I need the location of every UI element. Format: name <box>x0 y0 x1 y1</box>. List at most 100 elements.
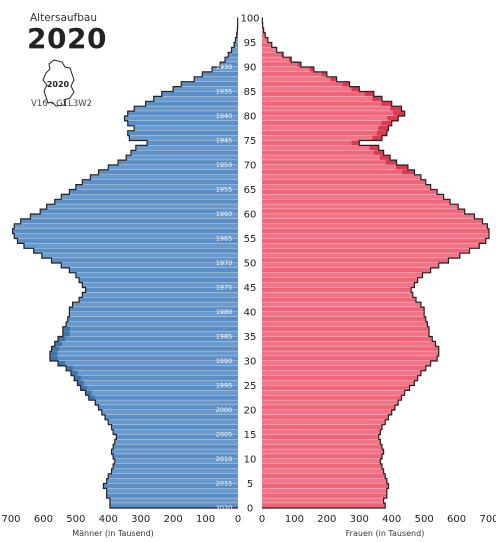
male-bar-age-30 <box>49 356 238 361</box>
female-bar-age-28 <box>262 365 426 371</box>
male-bar-age-29 <box>58 361 239 366</box>
female-bar-age-55 <box>262 233 489 239</box>
female-bar-age-39 <box>262 312 425 317</box>
female-bar-age-5 <box>262 478 387 484</box>
male-dark-age-32 <box>51 346 59 351</box>
germany-map-icon: 2020 <box>42 59 75 107</box>
male-bar-age-24 <box>80 385 238 391</box>
female-outline <box>261 17 490 509</box>
male-bar-age-73 <box>135 145 238 150</box>
male-bar-age-34 <box>58 336 239 342</box>
female-dark-age-75 <box>372 135 382 141</box>
birth-year-labels: 2020 2015 2010 2005 2000 1995 1990 1985 1980 1975… <box>216 63 233 512</box>
female-bar-age-52 <box>262 248 470 253</box>
chart-subtitle: Altersaufbau <box>30 12 98 24</box>
female-bar-age-47 <box>262 272 423 278</box>
birth-year-1990: 1990 <box>216 357 233 365</box>
female-bar-age-77 <box>262 125 389 131</box>
male-bar-age-41 <box>72 302 238 307</box>
chart-year-title: 2020 <box>27 22 107 55</box>
female-bar-age-6 <box>262 473 386 479</box>
female-bar-age-54 <box>262 238 486 244</box>
male-bar-age-32 <box>51 346 239 351</box>
birth-year-2000: 2000 <box>216 406 233 414</box>
female-bar-age-43 <box>262 292 413 297</box>
female-bar-age-60 <box>262 209 465 214</box>
female-bar-age-14 <box>262 434 379 440</box>
outline-group <box>12 17 490 509</box>
male-x-tick-300: 300 <box>131 514 150 525</box>
male-bar-age-23 <box>85 390 238 395</box>
female-dark-age-85 <box>351 86 360 92</box>
female-bar-age-87 <box>262 76 337 82</box>
male-bar-age-1 <box>109 498 239 503</box>
female-bar-age-57 <box>262 223 488 229</box>
male-dark-age-22 <box>88 395 95 400</box>
female-bar-age-69 <box>262 165 408 170</box>
female-bar-age-66 <box>262 179 426 185</box>
male-bar-age-68 <box>98 169 238 175</box>
male-dark-age-27 <box>70 370 78 376</box>
male-bar-age-93 <box>231 47 238 52</box>
male-bar-age-53 <box>23 243 238 248</box>
male-x-tick-200: 200 <box>164 514 183 525</box>
female-bar-age-46 <box>262 277 418 283</box>
male-bar-age-75 <box>129 135 238 141</box>
birth-year-1930: 1930 <box>216 63 233 71</box>
male-bar-age-33 <box>54 341 239 346</box>
male-dark-age-26 <box>74 375 81 381</box>
male-bar-age-55 <box>14 233 238 239</box>
male-bar-age-12 <box>113 444 238 449</box>
male-bar-age-86 <box>181 81 238 87</box>
female-bar-age-96 <box>262 32 266 38</box>
birth-year-1935: 1935 <box>216 88 233 96</box>
female-bar-age-8 <box>262 463 382 469</box>
male-dark-age-31 <box>49 351 58 356</box>
male-bar-age-6 <box>108 473 239 479</box>
male-bar-age-40 <box>69 307 238 312</box>
female-bar-age-4 <box>262 483 389 489</box>
female-bar-age-72 <box>262 150 384 155</box>
male-bar-age-8 <box>113 463 238 469</box>
birth-year-1955: 1955 <box>216 186 233 194</box>
male-bar-age-2 <box>106 493 239 498</box>
birth-year-2015: 2015 <box>216 480 233 488</box>
age-tick-55: 55 <box>244 234 257 245</box>
female-dark-age-71 <box>379 155 391 160</box>
birth-year-1950: 1950 <box>216 161 233 169</box>
female-x-tick-0: 0 <box>259 514 265 525</box>
male-dark-age-23 <box>85 390 92 395</box>
male-bar-age-81 <box>134 106 238 111</box>
female-bar-age-12 <box>262 444 382 449</box>
female-bar-age-33 <box>262 341 436 346</box>
female-bar-age-40 <box>262 307 425 312</box>
birth-year-1965: 1965 <box>216 235 233 243</box>
birth-year-1945: 1945 <box>216 137 233 145</box>
male-x-tick-100: 100 <box>196 514 215 525</box>
male-bar-age-43 <box>82 292 238 297</box>
male-bar-age-18 <box>105 414 239 420</box>
male-dark-age-34 <box>58 336 66 342</box>
male-bar-age-66 <box>82 179 238 185</box>
birth-year-2005: 2005 <box>216 431 233 439</box>
age-tick-100: 100 <box>240 14 259 25</box>
female-bar-age-35 <box>262 331 430 337</box>
female-bar-age-71 <box>262 155 391 160</box>
male-bars-group <box>12 18 239 508</box>
age-tick-20: 20 <box>244 406 257 417</box>
female-dark-age-83 <box>372 96 382 101</box>
female-bar-age-23 <box>262 390 405 395</box>
female-dark-age-89 <box>309 67 314 72</box>
female-bar-age-93 <box>262 47 277 52</box>
male-bar-age-78 <box>127 120 238 126</box>
female-bar-age-89 <box>262 67 314 72</box>
male-bar-age-70 <box>118 160 238 165</box>
female-x-tick-300: 300 <box>350 514 369 525</box>
female-bar-age-68 <box>262 169 415 175</box>
age-tick-25: 25 <box>244 381 257 392</box>
male-bar-age-56 <box>12 228 238 234</box>
male-bar-age-88 <box>202 71 238 77</box>
female-bar-age-64 <box>262 189 438 195</box>
male-bar-age-44 <box>85 287 238 293</box>
